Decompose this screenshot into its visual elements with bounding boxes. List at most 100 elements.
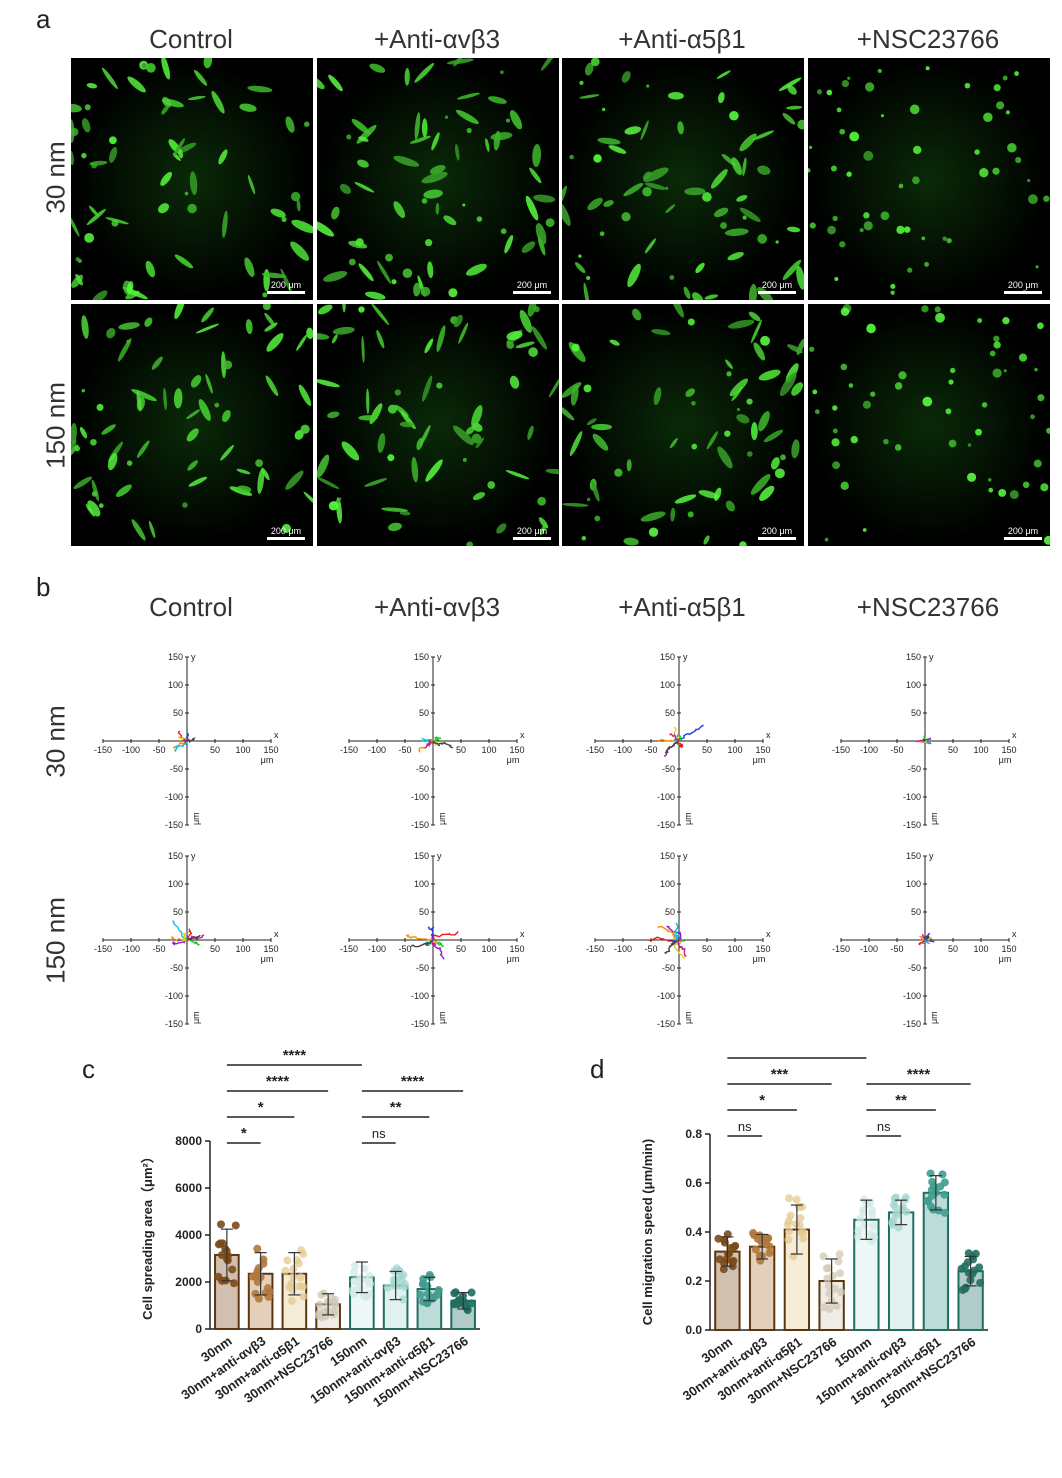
- scale-bar: 200 μm: [513, 526, 551, 540]
- data-point: [960, 1284, 969, 1293]
- data-point: [753, 1234, 762, 1243]
- y-tick-label: -100: [903, 792, 921, 802]
- y-axis-label: y: [683, 851, 688, 861]
- migration-track-plot: -150 -150 -100 -100 -50 -50 50 50 100 100 150 150 x μ…: [832, 652, 1017, 830]
- x-axis-label: x: [520, 929, 525, 939]
- x-tick-label: 50: [210, 944, 220, 954]
- data-point: [854, 1232, 863, 1241]
- y-tick-label: -150: [657, 820, 675, 830]
- x-tick-label: -100: [122, 944, 140, 954]
- x-tick-label: 50: [456, 944, 466, 954]
- y-tick-label: 150: [660, 851, 675, 861]
- cell-fluorescence: [317, 58, 559, 300]
- data-point: [784, 1217, 793, 1226]
- data-point: [927, 1191, 936, 1200]
- data-point: [923, 1197, 932, 1206]
- y-tick-label: -50: [908, 963, 921, 973]
- scale-bar-label: 200 μm: [761, 280, 793, 290]
- scale-bar: 200 μm: [1004, 280, 1042, 294]
- scale-bar-label: 200 μm: [516, 526, 548, 536]
- scale-bar: 200 μm: [1004, 526, 1042, 540]
- fluorescence-image: 200 μm: [317, 58, 559, 300]
- panel-a-col-title-anti-a5b1: +Anti-α5β1: [618, 24, 746, 54]
- x-tick-label: 150: [1001, 944, 1016, 954]
- data-point: [299, 1292, 308, 1301]
- scale-bar: 200 μm: [267, 280, 305, 294]
- data-point: [317, 1290, 326, 1299]
- x-axis-label: x: [1012, 929, 1017, 939]
- y-tick-label: 50: [665, 708, 675, 718]
- scale-bar-label: 200 μm: [516, 280, 548, 290]
- y-tick-label: -150: [165, 820, 183, 830]
- x-axis-label: x: [1012, 730, 1017, 740]
- migration-track: [420, 737, 435, 743]
- y-tick-label: 150: [414, 652, 429, 662]
- data-point: [423, 1289, 432, 1298]
- data-point: [856, 1214, 865, 1223]
- data-point: [320, 1307, 329, 1316]
- data-point: [975, 1263, 984, 1272]
- y-tick-label: -150: [903, 820, 921, 830]
- migration-track: [432, 736, 442, 742]
- data-point: [399, 1295, 408, 1304]
- y-tick-label: 0.2: [685, 1274, 702, 1288]
- y-tick-label: -50: [662, 963, 675, 973]
- x-tick-label: -50: [398, 745, 411, 755]
- data-point: [976, 1278, 985, 1287]
- y-axis-label: y: [437, 652, 442, 662]
- y-axis-label: y: [929, 851, 934, 861]
- x-unit-label: μm: [507, 954, 520, 964]
- data-point: [283, 1256, 292, 1265]
- y-tick-label: 50: [419, 708, 429, 718]
- migration-track: [186, 928, 193, 941]
- data-point: [796, 1214, 805, 1223]
- data-point: [901, 1193, 910, 1202]
- migration-track: [921, 933, 927, 941]
- data-point: [784, 1235, 793, 1244]
- x-tick-label: 150: [755, 944, 770, 954]
- panel-c-letter: c: [82, 1054, 95, 1084]
- x-unit-label: μm: [261, 954, 274, 964]
- x-tick-label: -150: [586, 944, 604, 954]
- data-point: [299, 1282, 308, 1291]
- x-axis-label: x: [766, 929, 771, 939]
- significance-label: ****: [266, 1073, 290, 1090]
- x-tick-label: -100: [614, 944, 632, 954]
- y-tick-label: -150: [165, 1019, 183, 1029]
- data-point: [365, 1271, 374, 1280]
- x-unit-label: μm: [999, 755, 1012, 765]
- x-tick-label: -50: [890, 944, 903, 954]
- x-tick-label: -100: [368, 745, 386, 755]
- panel-a-col-title-nsc23766: +NSC23766: [856, 24, 1000, 54]
- x-tick-label: 100: [727, 944, 742, 954]
- y-tick-label: 100: [168, 680, 183, 690]
- significance-label: ns: [372, 1126, 386, 1141]
- x-tick-label: -50: [152, 745, 165, 755]
- data-point: [287, 1279, 296, 1288]
- migration-track-plot: -150 -150 -100 -100 -50 -50 50 50 100 100 150 150 x μ…: [94, 851, 279, 1029]
- panel-a-letter: a: [36, 4, 51, 34]
- data-point: [784, 1194, 793, 1203]
- y-tick-label: 150: [660, 652, 675, 662]
- x-tick-label: 100: [235, 745, 250, 755]
- y-tick-label: 100: [414, 680, 429, 690]
- y-tick-label: 0.6: [685, 1176, 702, 1190]
- migration-track: [677, 939, 687, 958]
- y-tick-label: 50: [665, 907, 675, 917]
- y-tick-label: -50: [908, 764, 921, 774]
- data-point: [868, 1206, 877, 1215]
- migration-track: [924, 936, 930, 941]
- x-tick-label: -50: [644, 944, 657, 954]
- significance-label: **: [390, 1099, 402, 1116]
- scale-bar: 200 μm: [758, 280, 796, 294]
- fluorescence-image: 200 μm: [808, 304, 1050, 546]
- y-axis-label: y: [437, 851, 442, 861]
- panel-b-letter: b: [36, 572, 51, 602]
- migration-track: [173, 740, 188, 750]
- y-tick-label: 100: [168, 879, 183, 889]
- cell-fluorescence: [317, 304, 559, 546]
- migration-track: [663, 939, 680, 955]
- significance-label: ****: [907, 1066, 931, 1083]
- y-tick-label: 100: [906, 680, 921, 690]
- data-point: [940, 1208, 949, 1217]
